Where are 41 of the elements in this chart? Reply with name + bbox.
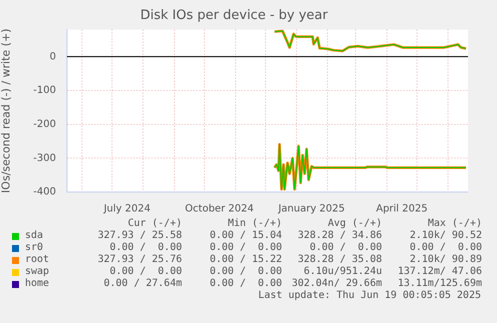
text: 13.11m/125.69m: [396, 278, 482, 290]
text: 6.10u/951.24u: [302, 266, 382, 278]
text: 328.28 / 35.08: [296, 254, 382, 266]
legend-label: home: [25, 278, 50, 290]
text: 0.00 / 15.22: [208, 254, 282, 266]
text: 0.00 / 0.00: [108, 242, 182, 254]
text: 302.04n/ 29.66m: [290, 278, 382, 290]
x-tick-label: April 2025: [376, 204, 428, 215]
legend-label: sr0: [25, 242, 44, 254]
text: 327.93 / 25.76: [96, 254, 182, 266]
text: 0.00 / 0.00: [408, 242, 482, 254]
text: 0.00 / 0.00: [308, 242, 382, 254]
x-tick-label: July 2024: [102, 204, 150, 215]
text: Cur (-/+): [126, 218, 182, 230]
text: 0.00 / 0.00: [208, 278, 282, 290]
text: 0.00 / 15.04: [208, 230, 282, 242]
x-tick-label: October 2024: [185, 204, 254, 215]
y-tick-label: -200: [33, 118, 56, 130]
text: Min (-/+): [226, 218, 282, 230]
text: 137.12m/ 47.06: [396, 266, 482, 278]
text: 2.10k/ 90.89: [408, 254, 482, 266]
text: 0.00 / 0.00: [208, 242, 282, 254]
y-tick-label: -400: [33, 186, 56, 198]
x-tick-label: January 2025: [277, 204, 345, 215]
chart-title: Disk IOs per device - by year: [140, 8, 328, 24]
legend-label: sda: [25, 230, 44, 242]
text: 2.10k/ 90.52: [408, 230, 482, 242]
text: 328.28 / 34.86: [296, 230, 382, 242]
text: 0.00 / 0.00: [208, 266, 282, 278]
text: 0.00 / 27.64m: [102, 278, 182, 290]
text: Avg (-/+): [326, 218, 382, 230]
text: Last update: Thu Jun 19 00:05:05 2025: [257, 290, 482, 302]
text: Max (-/+): [426, 218, 482, 230]
legend-label: swap: [25, 266, 50, 278]
y-axis-title: IOs/second read (-) / write (+): [0, 28, 12, 194]
y-tick-label: -100: [33, 85, 56, 96]
y-tick-label: 0: [50, 51, 56, 62]
y-tick-label: -300: [33, 152, 56, 164]
text: 327.93 / 25.58: [96, 230, 182, 242]
legend-label: root: [25, 254, 50, 266]
text: 0.00 / 0.00: [108, 266, 182, 278]
